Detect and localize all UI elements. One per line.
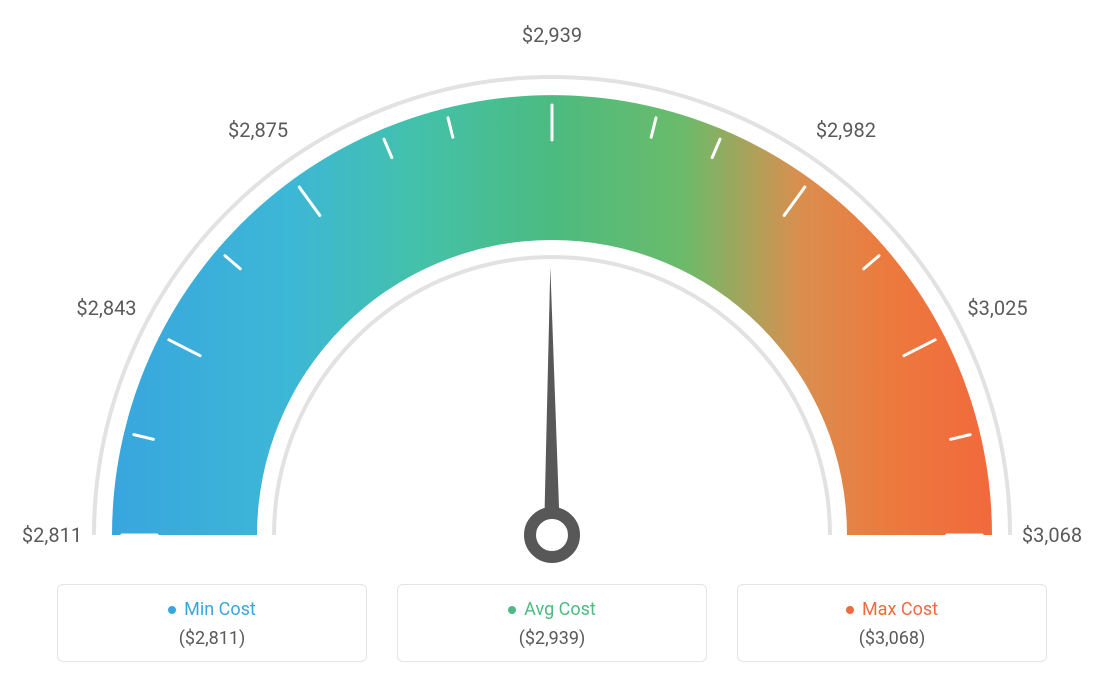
- legend-avg-card: Avg Cost ($2,939): [397, 584, 707, 662]
- legend-min-label: Min Cost: [184, 599, 256, 620]
- dot-icon: [508, 606, 516, 614]
- gauge-scale-label: $2,939: [522, 23, 582, 47]
- dot-icon: [168, 606, 176, 614]
- legend-max-card: Max Cost ($3,068): [737, 584, 1047, 662]
- legend-avg-title: Avg Cost: [408, 599, 696, 620]
- gauge-svg: [52, 30, 1052, 590]
- gauge-scale-label: $2,811: [22, 523, 82, 547]
- legend-min-value: ($2,811): [68, 628, 356, 649]
- gauge-scale-label: $3,025: [967, 296, 1027, 320]
- cost-gauge: $2,811$2,843$2,875$2,939$2,982$3,025$3,0…: [52, 30, 1052, 590]
- legend-max-label: Max Cost: [862, 599, 938, 620]
- gauge-scale-label: $2,982: [816, 118, 876, 142]
- legend-avg-label: Avg Cost: [524, 599, 596, 620]
- gauge-scale-label: $2,875: [228, 118, 288, 142]
- gauge-scale-label: $3,068: [1022, 523, 1082, 547]
- gauge-scale-label: $2,843: [76, 296, 136, 320]
- dot-icon: [846, 606, 854, 614]
- legend-min-title: Min Cost: [68, 599, 356, 620]
- legend-min-card: Min Cost ($2,811): [57, 584, 367, 662]
- legend-max-title: Max Cost: [748, 599, 1036, 620]
- legend-max-value: ($3,068): [748, 628, 1036, 649]
- legend-row: Min Cost ($2,811) Avg Cost ($2,939) Max …: [0, 584, 1104, 662]
- legend-avg-value: ($2,939): [408, 628, 696, 649]
